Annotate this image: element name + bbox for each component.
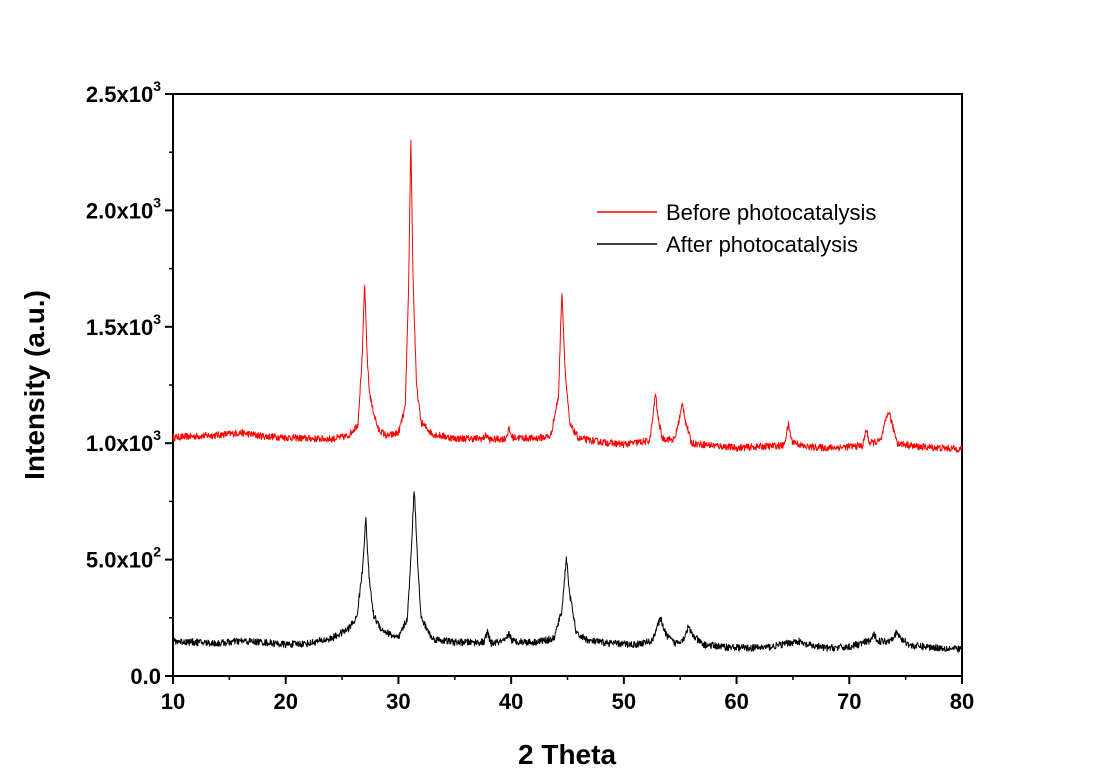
y-axis: 0.0 5.0x102 1.0x103 1.5x103 2.0x103 2.5x103 <box>86 78 173 689</box>
series-line-0 <box>172 139 963 453</box>
legend-label-after: After photocatalysis <box>666 232 858 257</box>
plot-area <box>172 93 963 677</box>
x-tick-label-10: 10 <box>161 689 185 714</box>
x-tick-label-70: 70 <box>837 689 861 714</box>
y-tick-label-0: 0.0 <box>130 664 161 689</box>
y-tick-label-2500: 2.5x103 <box>86 78 161 107</box>
x-tick-label-20: 20 <box>273 689 297 714</box>
legend: Before photocatalysis After photocatalys… <box>597 200 876 257</box>
y-axis-title: Intensity (a.u.) <box>19 290 50 480</box>
x-tick-label-60: 60 <box>724 689 748 714</box>
y-tick-label-1500: 1.5x103 <box>86 311 161 340</box>
y-tick-label-500: 5.0x102 <box>86 544 161 573</box>
plot-frame <box>172 93 963 677</box>
x-axis: 10 20 30 40 50 60 70 80 <box>161 676 974 714</box>
x-axis-title: 2 Theta <box>518 739 616 770</box>
x-tick-label-30: 30 <box>386 689 410 714</box>
y-tick-label-1000: 1.0x103 <box>86 427 161 456</box>
x-tick-label-80: 80 <box>950 689 974 714</box>
series-line-1 <box>172 491 963 653</box>
x-tick-label-50: 50 <box>612 689 636 714</box>
series-layer <box>172 139 963 653</box>
x-tick-label-40: 40 <box>499 689 523 714</box>
legend-label-before: Before photocatalysis <box>666 200 876 225</box>
y-tick-label-2000: 2.0x103 <box>86 194 161 223</box>
